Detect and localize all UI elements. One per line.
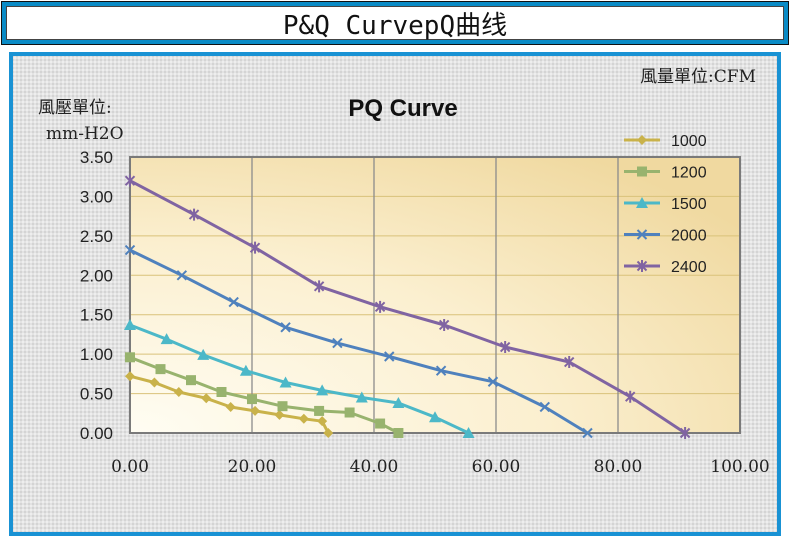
series-layer	[124, 174, 691, 439]
data-point	[160, 333, 173, 345]
legend-label: 1000	[671, 133, 707, 150]
data-point	[539, 401, 551, 413]
data-point	[317, 416, 328, 427]
y-tick-label: 0.50	[80, 385, 113, 404]
series-1200	[125, 352, 404, 438]
series-2400	[124, 174, 691, 439]
data-point	[124, 318, 136, 330]
y-tick-label: 1.50	[80, 306, 113, 325]
series-line-1000	[129, 374, 330, 434]
data-point	[216, 386, 227, 397]
y-tick-label: 0.00	[80, 424, 113, 443]
y-tick-label: 2.00	[80, 266, 113, 285]
legend-label: 2400	[671, 259, 707, 276]
legend-label: 2000	[671, 228, 707, 245]
legend-label: 1200	[671, 165, 707, 182]
x-tick-label: 80.00	[594, 457, 643, 477]
data-point	[279, 376, 292, 388]
data-point	[375, 418, 386, 429]
data-point	[124, 174, 136, 187]
data-point	[239, 364, 252, 376]
data-point	[624, 390, 636, 403]
data-point	[125, 371, 135, 382]
data-point	[374, 300, 386, 313]
data-point	[225, 401, 236, 412]
data-point	[313, 280, 325, 293]
data-point	[582, 427, 593, 439]
series-line-1500	[129, 323, 470, 435]
data-point	[247, 394, 257, 405]
legend-marker	[636, 260, 648, 272]
data-point	[173, 386, 184, 397]
data-point	[487, 376, 499, 387]
data-point	[384, 351, 395, 362]
x-tick-label: 0.00	[111, 457, 149, 477]
chart-title: PQ Curve	[348, 95, 457, 122]
x-tick-label: 40.00	[350, 457, 399, 477]
data-point	[355, 391, 368, 403]
data-point	[197, 348, 210, 360]
data-point	[462, 427, 475, 438]
data-point	[679, 427, 691, 439]
data-point	[249, 241, 261, 254]
y-axis-label-line1: 風壓單位:	[38, 98, 112, 118]
data-point	[499, 341, 511, 354]
tick-labels: 0.00 0.50 1.00 1.50 2.00 2.50 3.00 3.50 0.00 20.0…	[80, 148, 770, 477]
series-2000	[124, 244, 593, 439]
data-point	[228, 296, 239, 308]
y-tick-label: 3.00	[80, 187, 113, 206]
x-axis-unit-label: 風量單位:CFM	[640, 67, 756, 87]
data-point	[201, 393, 212, 404]
title-bar: P&Q CurvepQ曲线	[1, 1, 789, 45]
data-point	[280, 322, 291, 333]
series-1000	[125, 371, 334, 438]
data-point	[149, 377, 160, 388]
legend-marker	[637, 166, 647, 177]
data-point	[125, 352, 135, 363]
data-point	[274, 409, 285, 420]
series-1500	[124, 318, 475, 438]
data-point	[314, 405, 325, 416]
x-tick-label: 100.00	[710, 457, 769, 477]
x-tick-label: 20.00	[228, 457, 277, 477]
data-point	[429, 411, 441, 423]
plot-border	[129, 156, 741, 434]
data-point	[563, 356, 575, 369]
data-point	[393, 428, 404, 438]
legend-marker	[636, 229, 648, 240]
data-point	[332, 337, 343, 349]
legend-marker	[636, 197, 648, 208]
series-line-2400	[129, 179, 686, 435]
data-point	[250, 405, 261, 416]
y-axis-label-line2: mm-H2O	[46, 124, 124, 144]
data-point	[392, 397, 405, 409]
data-point	[155, 364, 166, 375]
data-point	[316, 384, 329, 396]
legend-marker	[637, 135, 647, 145]
legend: 1000 1200 1500 2000 2400	[624, 133, 707, 276]
data-point	[176, 270, 188, 281]
page-title: P&Q CurvepQ曲线	[6, 6, 784, 41]
x-tick-label: 60.00	[472, 457, 521, 477]
data-point	[124, 244, 136, 256]
legend-label: 1500	[671, 196, 707, 213]
data-point	[277, 401, 288, 412]
data-point	[323, 428, 334, 438]
data-point	[438, 318, 450, 331]
data-point	[435, 365, 447, 376]
data-point	[186, 375, 196, 386]
data-point	[188, 208, 200, 221]
data-point	[344, 407, 355, 418]
series-line-2000	[129, 248, 589, 435]
y-tick-label: 1.00	[80, 345, 113, 364]
y-tick-label: 3.50	[80, 148, 113, 167]
y-tick-label: 2.50	[80, 227, 113, 246]
series-line-1200	[129, 355, 400, 435]
data-point	[298, 413, 309, 424]
